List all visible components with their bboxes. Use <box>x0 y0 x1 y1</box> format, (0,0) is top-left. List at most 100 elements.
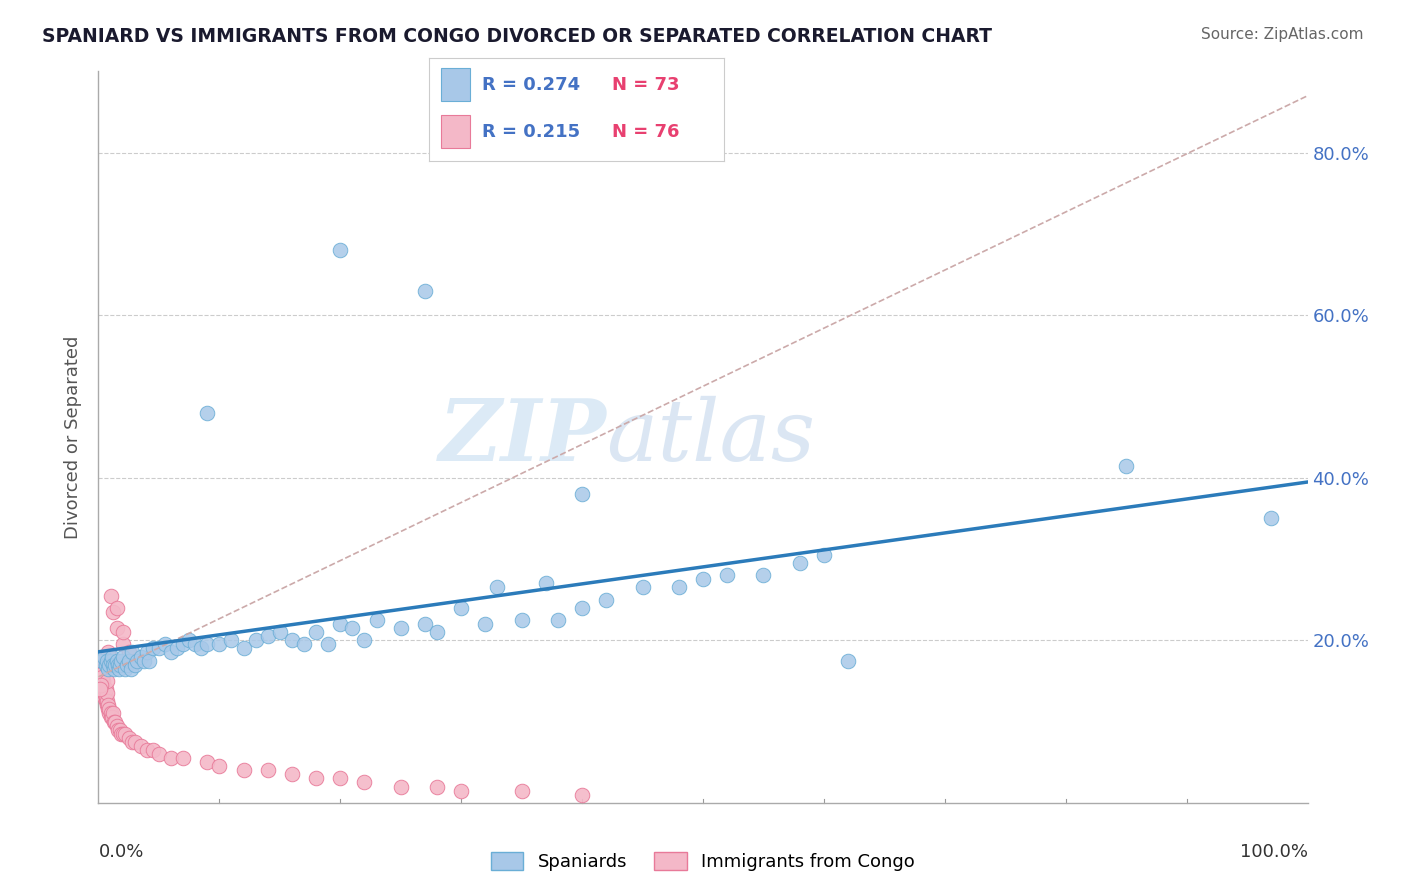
Point <box>91 665 114 680</box>
Point <box>1115 458 1137 473</box>
Point <box>245 633 267 648</box>
Point <box>93 681 115 696</box>
Point <box>281 633 304 648</box>
FancyBboxPatch shape <box>440 115 470 148</box>
Point <box>127 654 149 668</box>
Point <box>166 641 188 656</box>
Point <box>105 654 128 668</box>
Point <box>96 654 118 668</box>
Point <box>510 613 533 627</box>
Point <box>101 706 124 721</box>
Text: 0.0%: 0.0% <box>98 843 143 861</box>
Text: SPANIARD VS IMMIGRANTS FROM CONGO DIVORCED OR SEPARATED CORRELATION CHART: SPANIARD VS IMMIGRANTS FROM CONGO DIVORC… <box>42 27 993 45</box>
Point <box>716 568 738 582</box>
Point <box>89 681 111 696</box>
Point <box>160 751 183 765</box>
Point <box>534 576 557 591</box>
Point <box>134 654 156 668</box>
Point <box>94 657 117 672</box>
Point <box>353 633 375 648</box>
Point <box>124 735 146 749</box>
Point <box>111 649 134 664</box>
Point <box>91 678 114 692</box>
Point <box>256 764 278 778</box>
Point <box>90 678 112 692</box>
Point <box>100 706 122 721</box>
Point <box>100 649 122 664</box>
Point <box>129 739 152 753</box>
Text: R = 0.215: R = 0.215 <box>482 123 581 141</box>
Point <box>93 649 115 664</box>
Point <box>101 605 124 619</box>
Point <box>153 637 176 651</box>
Point <box>91 681 114 696</box>
Point <box>104 657 127 672</box>
Point <box>91 670 114 684</box>
Point <box>98 706 121 721</box>
Point <box>631 581 654 595</box>
Point <box>148 747 170 761</box>
Point <box>353 775 375 789</box>
Point <box>510 783 533 797</box>
Point <box>108 657 131 672</box>
Point <box>117 657 139 672</box>
Point <box>103 662 125 676</box>
Point <box>184 637 207 651</box>
Legend: Spaniards, Immigrants from Congo: Spaniards, Immigrants from Congo <box>484 845 922 879</box>
Point <box>752 568 775 582</box>
Point <box>91 686 114 700</box>
Point <box>100 589 122 603</box>
Point <box>269 625 291 640</box>
Point <box>142 641 165 656</box>
Text: Source: ZipAtlas.com: Source: ZipAtlas.com <box>1201 27 1364 42</box>
Point <box>124 654 146 668</box>
Point <box>668 581 690 595</box>
Point <box>142 743 165 757</box>
Point <box>104 714 127 729</box>
Point <box>93 690 115 705</box>
Point <box>110 727 132 741</box>
Point <box>789 556 811 570</box>
Point <box>96 698 118 713</box>
Point <box>208 759 231 773</box>
Point <box>305 772 328 786</box>
Point <box>329 243 352 257</box>
Text: N = 76: N = 76 <box>612 123 679 141</box>
Point <box>450 783 472 797</box>
Point <box>94 681 117 696</box>
Point <box>98 657 121 672</box>
Text: atlas: atlas <box>606 396 815 478</box>
Point <box>90 673 112 688</box>
Point <box>97 645 120 659</box>
Point <box>91 681 114 696</box>
Point <box>100 654 122 668</box>
Point <box>97 662 120 676</box>
Point <box>195 406 218 420</box>
Point <box>305 625 328 640</box>
Point <box>692 572 714 586</box>
Point <box>114 727 136 741</box>
Point <box>121 645 143 659</box>
Point <box>107 723 129 737</box>
Point <box>89 665 111 680</box>
Point <box>97 702 120 716</box>
Point <box>97 698 120 713</box>
Point <box>118 654 141 668</box>
Point <box>486 581 509 595</box>
Point <box>292 637 315 651</box>
Text: N = 73: N = 73 <box>612 76 679 94</box>
Point <box>571 788 593 802</box>
Point <box>474 617 496 632</box>
Point <box>108 723 131 737</box>
Point <box>94 694 117 708</box>
Point <box>232 641 254 656</box>
Y-axis label: Divorced or Separated: Divorced or Separated <box>65 335 83 539</box>
Point <box>195 637 218 651</box>
Point <box>160 645 183 659</box>
Point <box>190 641 212 656</box>
Point <box>138 654 160 668</box>
Point <box>118 731 141 745</box>
Point <box>426 625 449 640</box>
Point <box>837 654 859 668</box>
Point <box>426 780 449 794</box>
